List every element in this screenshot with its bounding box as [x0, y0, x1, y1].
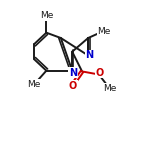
- Text: O: O: [95, 68, 104, 78]
- Text: N: N: [69, 68, 77, 78]
- Text: Me: Me: [104, 84, 117, 93]
- Text: Me: Me: [40, 11, 53, 21]
- Text: Me: Me: [97, 27, 111, 36]
- Text: N: N: [86, 50, 94, 60]
- Text: Me: Me: [27, 80, 40, 89]
- Text: O: O: [69, 81, 77, 91]
